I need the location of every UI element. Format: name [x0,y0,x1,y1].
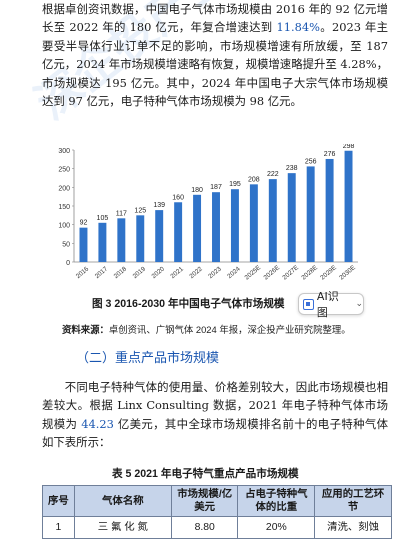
table-row: 1 三 氟 化 氮 8.80 20% 清洗、刻蚀 [42,516,392,539]
chevron-down-icon: ⌄ [355,299,363,309]
cell-process: 清洗、刻蚀 [314,516,392,539]
data-label: 160 [172,194,184,201]
products-table: 序号 气体名称 市场规模/亿美元 占电子特种气体的比重 应用的工艺环节 1 三 … [42,485,392,539]
y-tick-label: 250 [58,167,70,174]
paragraph-market-overview: 根据卓创资讯数据，中国电子气体市场规模由 2016 年的 92 亿元增长至 20… [42,0,388,110]
x-tick-label: 2028E [300,264,319,281]
data-label: 125 [134,207,146,214]
bar [249,184,258,262]
y-tick-label: 100 [58,223,70,230]
section-heading: （二）重点产品市场规模 [76,350,220,365]
y-tick-label: 300 [58,148,70,155]
header-market-size: 市场规模/亿美元 [170,485,239,517]
header-gas-name: 气体名称 [73,485,172,517]
bar [268,179,277,262]
cell-gas-name: 三 氟 化 氮 [73,516,172,539]
bar [287,173,296,262]
bar [117,218,126,262]
x-tick-label: 2027E [281,264,300,281]
para2-highlight: 44.23 [81,416,114,431]
x-tick-label: 2023 [207,265,223,280]
bar [155,210,164,262]
data-label: 222 [267,171,279,178]
figure-caption: 图 3 2016-2030 年中国电子气体市场规模 [92,298,285,310]
para1-highlight: 11.84% [276,20,320,35]
x-tick-label: 2024 [226,265,242,280]
data-label: 208 [248,176,260,183]
data-label: 180 [191,187,203,194]
y-tick-label: 0 [66,260,70,267]
data-label: 92 [80,220,88,227]
y-tick-label: 50 [62,241,70,248]
data-label: 238 [286,165,298,172]
y-tick-label: 200 [58,185,70,192]
bar-chart: 0 50 100 150 200 250 300 92 2016 105 2017 117 2018 12… [44,144,364,300]
bar [344,150,353,262]
para1-text-b: 。2023 年主要受半导体行业订单不足的影响，市场规模增速有所放缓，至 187 … [42,20,389,109]
bar [306,166,315,262]
x-tick-label: 2019 [132,265,148,280]
ai-recognize-button[interactable]: AI识图 ⌄ [298,290,364,319]
x-tick-label: 2020 [151,265,167,280]
x-tick-label: 2025E [244,264,263,281]
x-tick-label: 2029E [319,264,338,281]
table-header-row: 序号 气体名称 市场规模/亿美元 占电子特种气体的比重 应用的工艺环节 [42,485,392,517]
para1-text-a: 根据卓创资讯数据，中国电子气体市场规模由 2016 年的 92 亿元增长至 20… [42,2,388,35]
header-share: 占电子特种气体的比重 [237,485,316,517]
cell-index: 1 [42,516,75,539]
data-label: 117 [116,210,127,217]
header-index: 序号 [42,485,75,517]
source-label: 资料来源： [62,324,109,335]
data-label: 139 [153,202,165,209]
paragraph-key-products: 不同电子特种气体的使用量、价格差别较大，因此市场规模也相差较大。根据 Linx … [42,378,388,452]
x-tick-label: 2022 [188,265,204,280]
bar [79,227,88,262]
cell-share: 20% [237,516,316,539]
bar [212,192,220,262]
bar [230,189,239,262]
data-label: 105 [97,215,109,222]
bar-chart-svg: 0 50 100 150 200 250 300 92 2016 105 2017 117 2018 12… [58,144,358,281]
bar [136,215,145,262]
data-label: 298 [343,144,355,150]
ai-scan-icon [303,298,314,310]
header-process: 应用的工艺环节 [314,485,392,517]
table-caption: 表 5 2021 年电子特气重点产品市场规模 [112,468,299,480]
data-label: 256 [305,158,317,165]
figure-source: 资料来源：卓创资讯、广钢气体 2024 年报，深企投产业研究院整理。 [62,322,351,336]
para2-text-b: 亿美元，其中全球市场规模排名前十的电子特种气体如下表所示： [42,416,389,450]
bar [174,202,183,262]
x-tick-label: 2016 [75,265,91,280]
x-tick-label: 2030E [338,264,357,281]
para2-text-a: 不同电子特种气体的使用量、价格差别较大，因此市场规模也相差较大。根据 Linx … [42,380,388,431]
data-label: 276 [324,151,336,158]
bar [193,194,202,262]
bar [98,222,107,262]
data-label: 195 [229,181,241,188]
bar [325,158,334,262]
x-tick-label: 2021 [169,265,185,280]
x-tick-label: 2026E [263,264,282,281]
x-tick-label: 2017 [94,265,110,280]
y-tick-label: 150 [58,204,70,211]
source-text: 卓创资讯、广钢气体 2024 年报，深企投产业研究院整理。 [108,324,351,335]
data-label: 187 [210,184,222,191]
cell-market-size: 8.80 [170,516,239,539]
ai-badge-label: AI识图 [316,290,339,319]
x-tick-label: 2018 [113,265,129,280]
